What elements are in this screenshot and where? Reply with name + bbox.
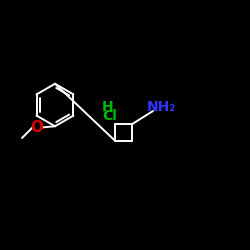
Text: NH₂: NH₂ (146, 100, 176, 114)
Text: H: H (102, 100, 113, 114)
Text: Cl: Cl (102, 109, 118, 123)
Text: O: O (30, 120, 44, 135)
